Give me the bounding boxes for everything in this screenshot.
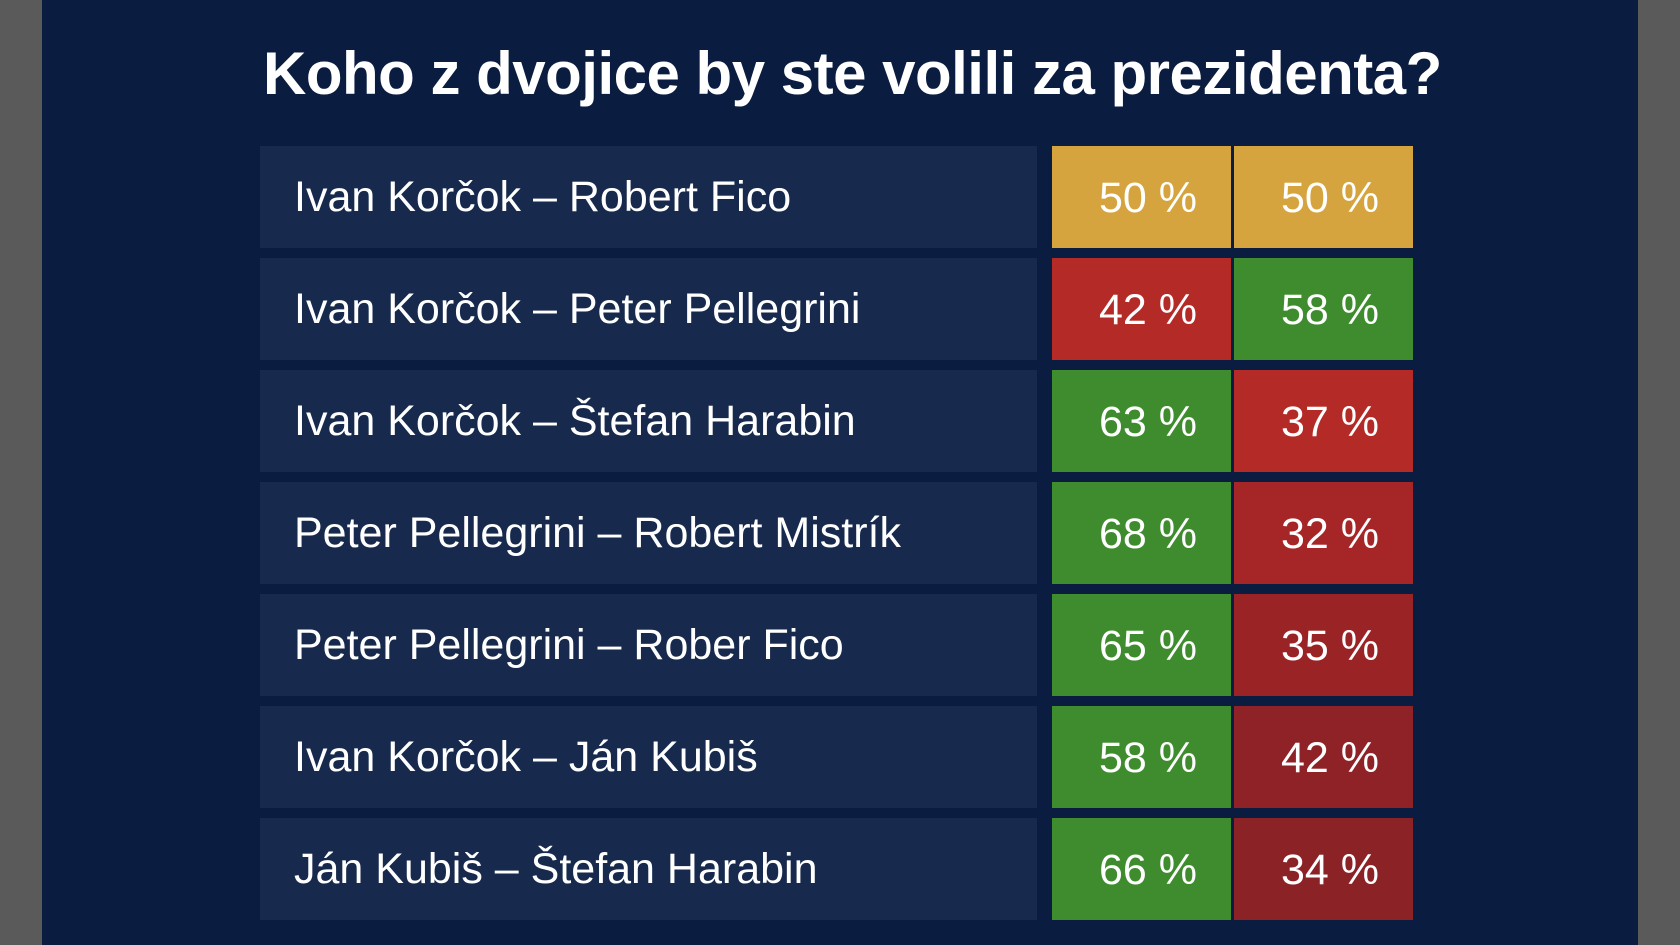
pair-label: Peter Pellegrini – Robert Mistrík	[294, 509, 901, 557]
table-row: Peter Pellegrini – Rober Fico 65 % 35 %	[260, 594, 1422, 696]
table-row: Ivan Korčok – Ján Kubiš 58 % 42 %	[260, 706, 1422, 808]
pair-label-cell: Ivan Korčok – Peter Pellegrini	[260, 258, 1037, 360]
pair-label-cell: Peter Pellegrini – Robert Mistrík	[260, 482, 1037, 584]
poll-table: Ivan Korčok – Robert Fico 50 % 50 % Ivan Ko…	[260, 146, 1422, 920]
candidate-1-value: 65 %	[1098, 622, 1197, 670]
table-row: Ján Kubiš – Štefan Harabin 66 % 34 %	[260, 818, 1422, 920]
candidate-1-value-cell: 66 %	[1052, 818, 1231, 920]
pair-label: Peter Pellegrini – Rober Fico	[294, 621, 844, 669]
candidate-1-value: 63 %	[1098, 398, 1197, 446]
candidate-2-value: 35 %	[1280, 622, 1379, 670]
candidate-1-value: 58 %	[1098, 734, 1197, 782]
table-row: Ivan Korčok – Štefan Harabin 63 % 37 %	[260, 370, 1422, 472]
pair-label-cell: Ivan Korčok – Ján Kubiš	[260, 706, 1037, 808]
candidate-2-value-cell: 34 %	[1234, 818, 1413, 920]
candidate-2-value-cell: 58 %	[1234, 258, 1413, 360]
candidate-1-value-cell: 58 %	[1052, 706, 1231, 808]
candidate-2-value-cell: 37 %	[1234, 370, 1413, 472]
candidate-2-value: 58 %	[1280, 286, 1379, 334]
pair-label: Ján Kubiš – Štefan Harabin	[294, 845, 818, 893]
pair-label-cell: Peter Pellegrini – Rober Fico	[260, 594, 1037, 696]
candidate-2-value: 50 %	[1280, 174, 1379, 222]
poll-slide: Koho z dvojice by ste volili za preziden…	[42, 0, 1638, 945]
candidate-1-value-cell: 68 %	[1052, 482, 1231, 584]
candidate-1-value-cell: 50 %	[1052, 146, 1231, 248]
pair-label: Ivan Korčok – Robert Fico	[294, 173, 792, 221]
pair-label: Ivan Korčok – Štefan Harabin	[294, 397, 856, 445]
candidate-2-value-cell: 32 %	[1234, 482, 1413, 584]
pair-label: Ivan Korčok – Peter Pellegrini	[294, 285, 861, 333]
table-row: Peter Pellegrini – Robert Mistrík 68 % 32 …	[260, 482, 1422, 584]
candidate-1-value-cell: 42 %	[1052, 258, 1231, 360]
candidate-2-value: 32 %	[1280, 510, 1379, 558]
candidate-2-value: 37 %	[1280, 398, 1379, 446]
pair-label-cell: Ján Kubiš – Štefan Harabin	[260, 818, 1037, 920]
candidate-1-value: 68 %	[1098, 510, 1197, 558]
chart-title: Koho z dvojice by ste volili za preziden…	[263, 40, 1442, 107]
candidate-1-value: 66 %	[1098, 846, 1197, 894]
candidate-1-value-cell: 63 %	[1052, 370, 1231, 472]
candidate-1-value: 50 %	[1098, 174, 1197, 222]
pair-label: Ivan Korčok – Ján Kubiš	[294, 733, 758, 781]
candidate-2-value: 34 %	[1280, 846, 1379, 894]
candidate-2-value: 42 %	[1280, 734, 1379, 782]
candidate-2-value-cell: 50 %	[1234, 146, 1413, 248]
table-row: Ivan Korčok – Peter Pellegrini 42 % 58 %	[260, 258, 1422, 360]
pair-label-cell: Ivan Korčok – Robert Fico	[260, 146, 1037, 248]
candidate-1-value-cell: 65 %	[1052, 594, 1231, 696]
candidate-2-value-cell: 35 %	[1234, 594, 1413, 696]
pair-label-cell: Ivan Korčok – Štefan Harabin	[260, 370, 1037, 472]
candidate-2-value-cell: 42 %	[1234, 706, 1413, 808]
table-row: Ivan Korčok – Robert Fico 50 % 50 %	[260, 146, 1422, 248]
candidate-1-value: 42 %	[1098, 286, 1197, 334]
